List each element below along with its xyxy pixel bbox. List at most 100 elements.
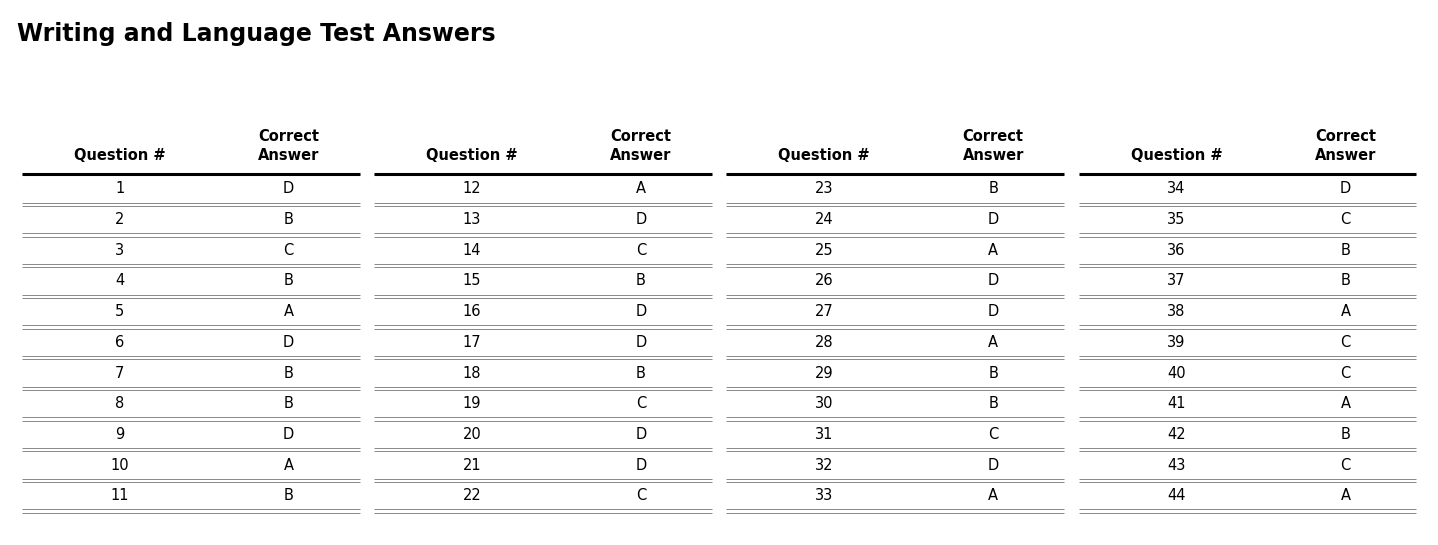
Text: D: D xyxy=(988,274,999,288)
Text: 43: 43 xyxy=(1168,458,1186,473)
Text: 27: 27 xyxy=(815,304,834,319)
Text: B: B xyxy=(283,366,293,380)
Text: Question #: Question # xyxy=(73,148,165,163)
Text: A: A xyxy=(1340,488,1350,503)
Text: 9: 9 xyxy=(115,427,124,442)
Text: Correct: Correct xyxy=(1314,129,1376,144)
Text: 20: 20 xyxy=(463,427,482,442)
Text: A: A xyxy=(283,458,293,473)
Text: D: D xyxy=(988,458,999,473)
Text: 36: 36 xyxy=(1168,243,1186,258)
Text: Answer: Answer xyxy=(257,148,319,163)
Text: 3: 3 xyxy=(115,243,124,258)
Text: C: C xyxy=(988,427,998,442)
Text: B: B xyxy=(283,488,293,503)
Text: 44: 44 xyxy=(1168,488,1186,503)
Text: 22: 22 xyxy=(463,488,482,503)
Text: B: B xyxy=(988,366,998,380)
Text: D: D xyxy=(988,212,999,227)
Text: D: D xyxy=(636,304,647,319)
Text: 25: 25 xyxy=(815,243,834,258)
Text: D: D xyxy=(636,212,647,227)
Text: D: D xyxy=(283,427,295,442)
Text: 40: 40 xyxy=(1168,366,1186,380)
Text: 12: 12 xyxy=(463,181,482,196)
Text: 28: 28 xyxy=(815,335,834,350)
Text: A: A xyxy=(988,243,998,258)
Text: D: D xyxy=(1340,181,1352,196)
Text: 19: 19 xyxy=(463,396,482,411)
Text: D: D xyxy=(988,304,999,319)
Text: 8: 8 xyxy=(115,396,124,411)
Text: C: C xyxy=(1340,212,1350,227)
Text: A: A xyxy=(988,488,998,503)
Text: Correct: Correct xyxy=(257,129,319,144)
Text: 29: 29 xyxy=(815,366,834,380)
Text: 24: 24 xyxy=(815,212,834,227)
Text: B: B xyxy=(1340,274,1350,288)
Text: 1: 1 xyxy=(115,181,124,196)
Text: Question #: Question # xyxy=(1130,148,1222,163)
Text: 15: 15 xyxy=(463,274,482,288)
Text: 37: 37 xyxy=(1168,274,1186,288)
Text: D: D xyxy=(636,335,647,350)
Text: C: C xyxy=(1340,458,1350,473)
Text: 38: 38 xyxy=(1168,304,1186,319)
Text: B: B xyxy=(636,274,646,288)
Text: B: B xyxy=(636,366,646,380)
Text: Answer: Answer xyxy=(610,148,672,163)
Text: C: C xyxy=(1340,335,1350,350)
Text: D: D xyxy=(283,335,295,350)
Text: 23: 23 xyxy=(815,181,834,196)
Text: 2: 2 xyxy=(115,212,124,227)
Text: A: A xyxy=(1340,396,1350,411)
Text: Question #: Question # xyxy=(426,148,518,163)
Text: B: B xyxy=(283,212,293,227)
Text: B: B xyxy=(988,181,998,196)
Text: Question #: Question # xyxy=(778,148,870,163)
Text: A: A xyxy=(988,335,998,350)
Text: C: C xyxy=(636,488,646,503)
Text: 39: 39 xyxy=(1168,335,1186,350)
Text: 5: 5 xyxy=(115,304,124,319)
Text: D: D xyxy=(283,181,295,196)
Text: 35: 35 xyxy=(1168,212,1186,227)
Text: Correct: Correct xyxy=(962,129,1024,144)
Text: Answer: Answer xyxy=(1314,148,1376,163)
Text: 17: 17 xyxy=(463,335,482,350)
Text: 41: 41 xyxy=(1168,396,1186,411)
Text: B: B xyxy=(1340,243,1350,258)
Text: 31: 31 xyxy=(815,427,834,442)
Text: C: C xyxy=(636,396,646,411)
Text: Answer: Answer xyxy=(962,148,1024,163)
Text: 16: 16 xyxy=(463,304,482,319)
Text: 11: 11 xyxy=(111,488,129,503)
Text: 6: 6 xyxy=(115,335,124,350)
Text: 13: 13 xyxy=(463,212,482,227)
Text: 42: 42 xyxy=(1168,427,1186,442)
Text: D: D xyxy=(636,427,647,442)
Text: A: A xyxy=(1340,304,1350,319)
Text: 33: 33 xyxy=(815,488,833,503)
Text: B: B xyxy=(283,396,293,411)
Text: 26: 26 xyxy=(815,274,834,288)
Text: 10: 10 xyxy=(111,458,129,473)
Text: 4: 4 xyxy=(115,274,124,288)
Text: 21: 21 xyxy=(463,458,482,473)
Text: A: A xyxy=(283,304,293,319)
Text: C: C xyxy=(283,243,293,258)
Text: B: B xyxy=(283,274,293,288)
Text: C: C xyxy=(636,243,646,258)
Text: C: C xyxy=(1340,366,1350,380)
Text: Writing and Language Test Answers: Writing and Language Test Answers xyxy=(17,22,496,46)
Text: 34: 34 xyxy=(1168,181,1186,196)
Text: D: D xyxy=(636,458,647,473)
Text: 14: 14 xyxy=(463,243,482,258)
Text: 30: 30 xyxy=(815,396,834,411)
Text: B: B xyxy=(1340,427,1350,442)
Text: 18: 18 xyxy=(463,366,482,380)
Text: 32: 32 xyxy=(815,458,834,473)
Text: B: B xyxy=(988,396,998,411)
Text: A: A xyxy=(636,181,646,196)
Text: 7: 7 xyxy=(115,366,124,380)
